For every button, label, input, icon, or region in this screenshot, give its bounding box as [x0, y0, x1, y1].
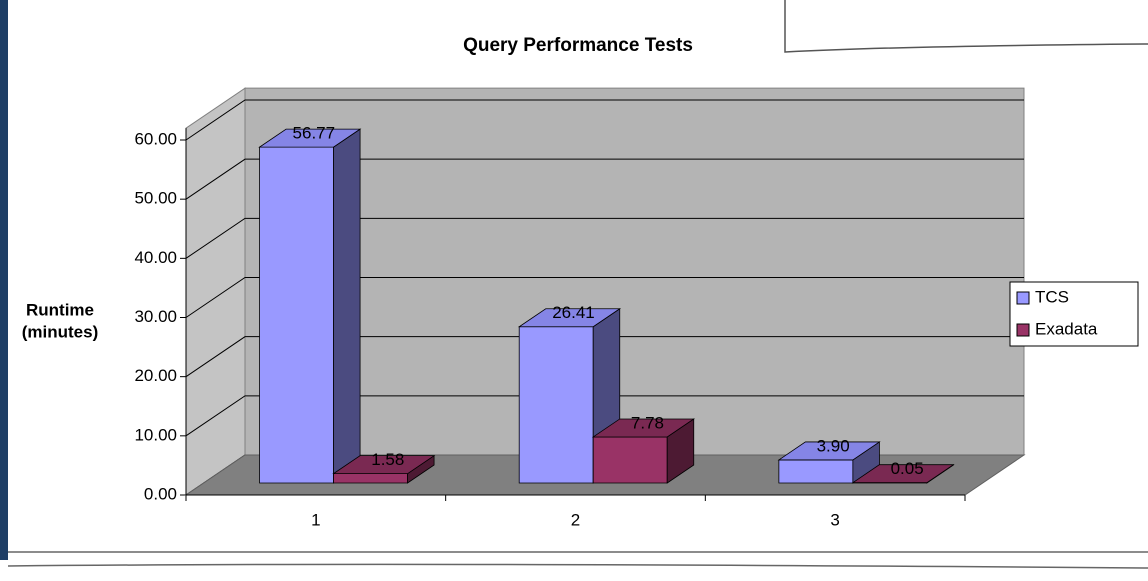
- y-axis-title: (minutes): [22, 322, 99, 341]
- x-tick-label: 1: [311, 510, 320, 529]
- legend-label: TCS: [1035, 287, 1069, 306]
- y-tick-label: 50.00: [134, 189, 177, 208]
- legend-swatch: [1017, 292, 1029, 304]
- data-label: 56.77: [293, 124, 336, 143]
- bar-side: [334, 129, 361, 483]
- back-wall: [245, 88, 1024, 455]
- data-label: 26.41: [552, 303, 595, 322]
- y-tick-label: 30.00: [134, 307, 177, 326]
- data-label: 1.58: [371, 450, 404, 469]
- bar-front: [779, 460, 853, 483]
- x-tick-label: 2: [571, 510, 580, 529]
- legend-swatch: [1017, 324, 1029, 336]
- data-label: 0.05: [891, 459, 924, 478]
- y-tick-label: 20.00: [134, 366, 177, 385]
- y-tick-label: 0.00: [144, 484, 177, 503]
- data-label: 3.90: [817, 436, 850, 455]
- bar-front: [593, 437, 667, 483]
- x-tick-label: 3: [830, 510, 839, 529]
- y-tick-label: 10.00: [134, 425, 177, 444]
- data-label: 7.78: [631, 413, 664, 432]
- side-wall: [186, 88, 245, 495]
- bar: [260, 129, 361, 483]
- y-tick-label: 60.00: [134, 129, 177, 148]
- bar-front: [334, 474, 408, 483]
- chart-title: Query Performance Tests: [463, 35, 693, 56]
- legend-label: Exadata: [1035, 319, 1098, 338]
- y-axis-title: Runtime: [26, 300, 94, 319]
- y-tick-label: 40.00: [134, 248, 177, 267]
- bar-front: [519, 327, 593, 483]
- left-edge: [0, 0, 8, 560]
- bar-front: [260, 147, 334, 483]
